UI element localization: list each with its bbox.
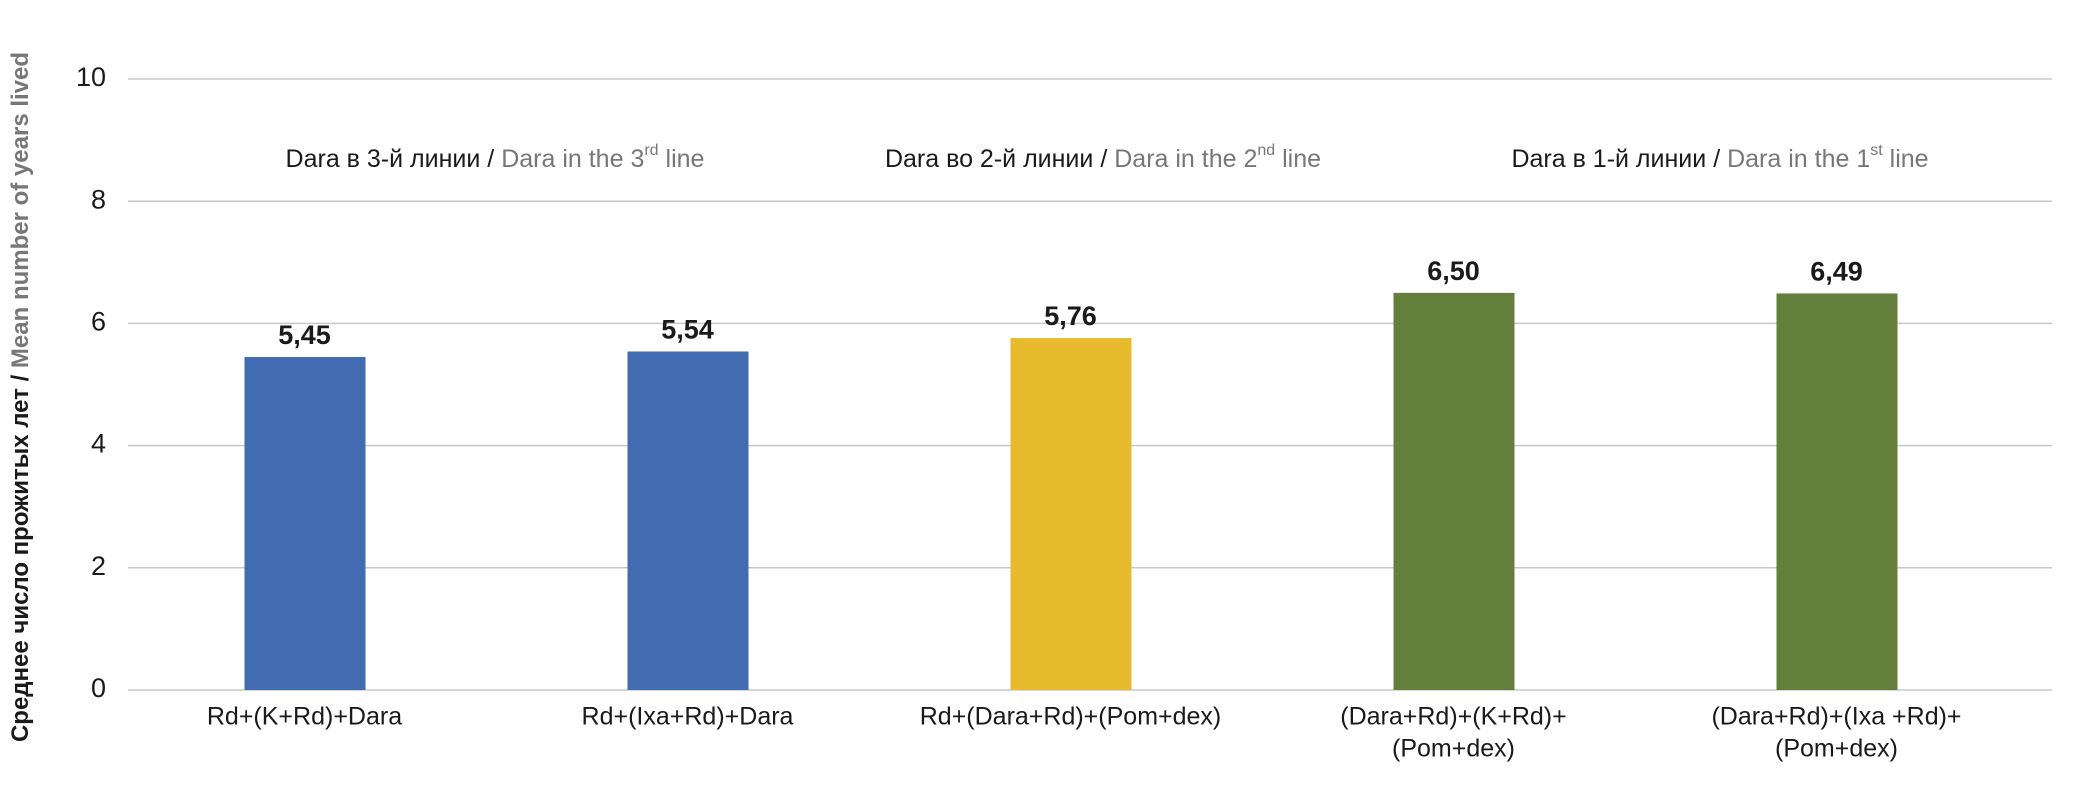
group-sep: /: [487, 145, 494, 173]
value-label: 5,45: [278, 320, 331, 350]
group-en: Dara in the 3: [501, 145, 644, 173]
x-tick-label: (Dara+Rd)+(Ixa +Rd)+: [1711, 703, 1961, 731]
group-sup: rd: [644, 142, 658, 159]
group-en: Dara in the 1: [1727, 145, 1870, 173]
y-title-en: Mean number of years lived: [7, 52, 34, 368]
x-tick-label: (Pom+dex): [1775, 735, 1898, 763]
y-axis-title: Среднее число прожитых лет / Mean number…: [7, 52, 34, 742]
group-sup: st: [1870, 142, 1883, 159]
y-tick-label: 4: [91, 429, 106, 459]
x-tick-label: Rd+(K+Rd)+Dara: [207, 703, 402, 731]
y-tick-label: 10: [76, 62, 106, 92]
bar: [627, 351, 749, 690]
bar: [1010, 338, 1132, 690]
group-sep: /: [1100, 145, 1107, 173]
group-en-end: line: [666, 145, 705, 173]
value-label: 6,50: [1427, 256, 1480, 286]
y-tick-label: 6: [91, 307, 106, 337]
group-ru: Dara в 1-й линии: [1511, 145, 1706, 173]
bar: [244, 357, 366, 690]
x-tick-label: (Dara+Rd)+(K+Rd)+: [1340, 703, 1566, 731]
group-label: Dara во 2-й линии / Dara in the 2nd line: [885, 136, 1321, 173]
group-sep: /: [1713, 145, 1720, 173]
group-en: Dara in the 2: [1114, 145, 1257, 173]
group-en-end: line: [1890, 145, 1929, 173]
x-tick-label: Rd+(Ixa+Rd)+Dara: [582, 703, 794, 731]
group-en-end: line: [1282, 145, 1321, 173]
group-label: Dara в 1-й линии / Dara in the 1st line: [1511, 136, 1928, 173]
bar: [1393, 292, 1515, 690]
group-ru: Dara в 3-й линии: [286, 145, 481, 173]
y-tick-label: 0: [91, 673, 106, 703]
y-title-sep: /: [7, 374, 34, 381]
bar: [1776, 293, 1898, 690]
x-tick-label: (Pom+dex): [1392, 735, 1515, 763]
y-tick-label: 2: [91, 551, 106, 581]
value-label: 5,54: [661, 315, 714, 345]
x-tick-label: Rd+(Dara+Rd)+(Pom+dex): [920, 703, 1222, 731]
y-tick-label: 8: [91, 184, 106, 214]
value-label: 6,49: [1810, 257, 1863, 287]
group-ru: Dara во 2-й линии: [885, 145, 1093, 173]
group-sup: nd: [1257, 142, 1275, 159]
value-label: 5,76: [1044, 301, 1097, 331]
y-title-ru: Среднее число прожитых лет: [7, 388, 34, 742]
group-label: Dara в 3-й линии / Dara in the 3rd line: [286, 136, 705, 173]
